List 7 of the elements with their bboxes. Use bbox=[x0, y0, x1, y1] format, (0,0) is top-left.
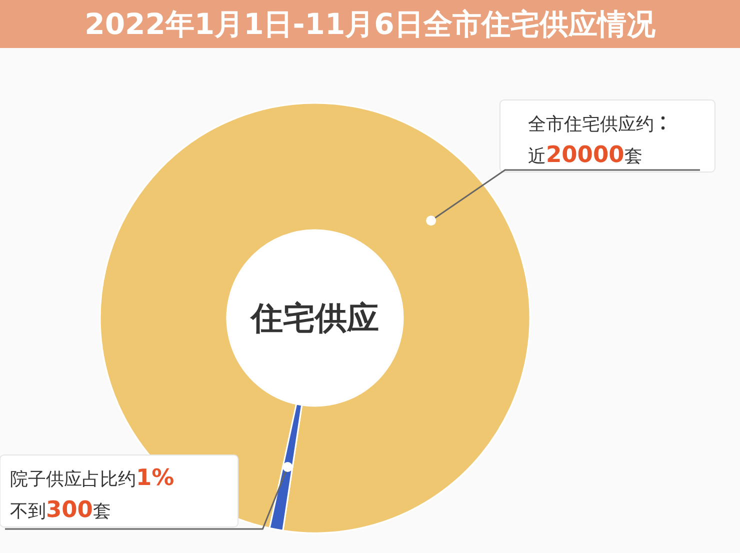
donut-slice bbox=[268, 403, 303, 532]
slice-label: 全市住宅供应约 bbox=[528, 114, 654, 135]
data-label: 近20000套 bbox=[528, 142, 642, 168]
slice-label: 院子供应占比约1% bbox=[10, 465, 174, 491]
text: 住宅供应 bbox=[249, 299, 379, 337]
chart-title: 2022年1月1日-11月6日全市住宅供应情况 bbox=[84, 7, 656, 41]
data-label: 不到300套 bbox=[10, 497, 111, 523]
